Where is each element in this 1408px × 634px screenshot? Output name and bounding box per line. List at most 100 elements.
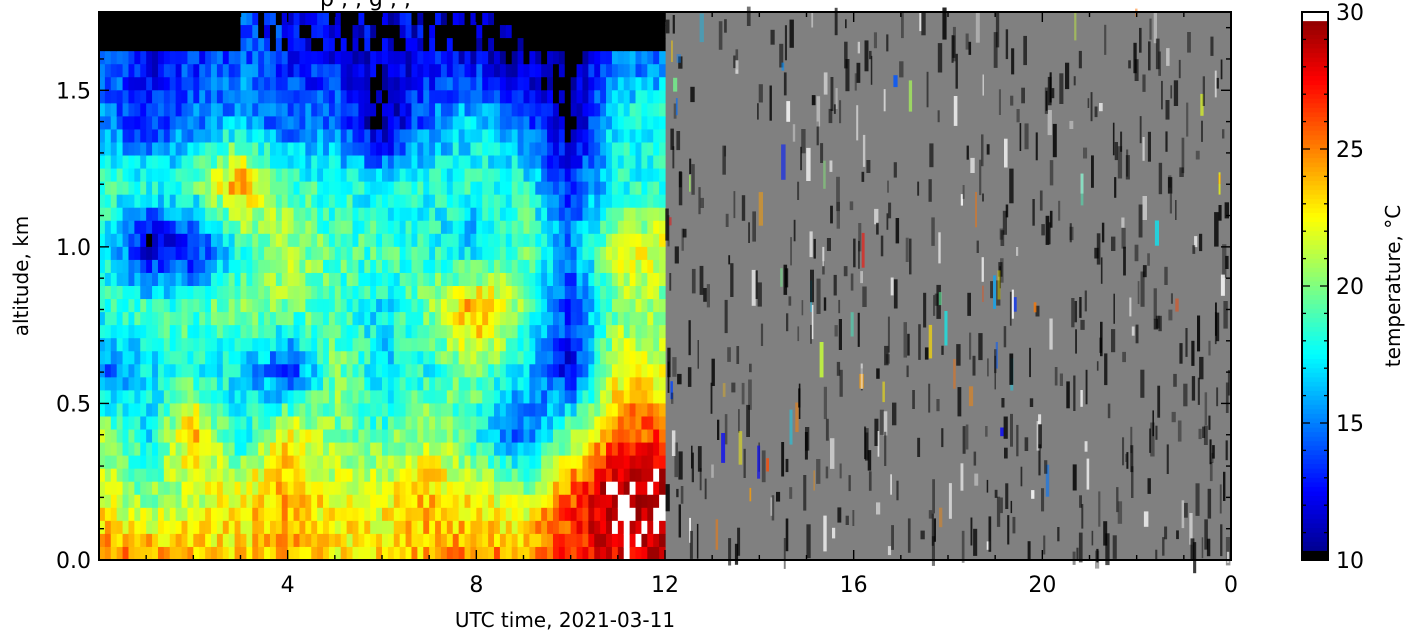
- heatmap-cell: [541, 494, 548, 509]
- heatmap-cell: [606, 77, 613, 91]
- heatmap-cell: [269, 51, 277, 65]
- heatmap-cell: [104, 181, 112, 196]
- heatmap-cell: [293, 416, 301, 431]
- heatmap-cell: [287, 12, 295, 26]
- heatmap-cell: [647, 51, 654, 65]
- heatmap-cell: [305, 390, 312, 405]
- heatmap-cell: [305, 468, 312, 483]
- heatmap-cell: [234, 546, 242, 561]
- heatmap-cell: [411, 116, 418, 131]
- heatmap-cell: [299, 181, 306, 196]
- noise-streak: [1080, 173, 1084, 194]
- heatmap-cell: [175, 364, 183, 378]
- heatmap-cell: [211, 168, 218, 183]
- heatmap-cell: [269, 520, 277, 535]
- heatmap-cell: [623, 481, 631, 496]
- heatmap-cell: [529, 64, 536, 78]
- heatmap-cell: [299, 377, 306, 391]
- heatmap-cell: [423, 103, 430, 117]
- heatmap-cell: [370, 364, 377, 378]
- heatmap-cell: [293, 377, 301, 391]
- heatmap-cell: [152, 416, 159, 431]
- heatmap-cell: [440, 259, 448, 274]
- heatmap-cell: [157, 416, 165, 431]
- heatmap-cell: [193, 207, 200, 222]
- heatmap-cell: [588, 12, 595, 26]
- heatmap-cell: [399, 142, 407, 157]
- heatmap-cell: [258, 325, 265, 339]
- heatmap-cell: [205, 220, 212, 235]
- heatmap-cell: [323, 533, 330, 548]
- heatmap-cell: [476, 12, 483, 26]
- heatmap-cell: [399, 181, 407, 196]
- noise-streak: [1123, 246, 1126, 276]
- heatmap-cell: [134, 51, 141, 65]
- heatmap-cell: [340, 429, 348, 444]
- heatmap-cell: [305, 455, 312, 470]
- heatmap-cell: [564, 325, 572, 339]
- heatmap-cell: [511, 103, 519, 117]
- heatmap-cell: [382, 520, 389, 535]
- heatmap-cell: [382, 233, 389, 248]
- noise-streak: [697, 340, 699, 369]
- heatmap-cell: [399, 403, 407, 418]
- noise-streak: [1004, 138, 1008, 168]
- heatmap-cell: [252, 155, 259, 170]
- heatmap-cell: [617, 494, 625, 509]
- heatmap-cell: [252, 103, 259, 117]
- colorbar-swatch: [1302, 57, 1328, 63]
- noise-streak: [862, 134, 866, 167]
- heatmap-cell: [181, 377, 189, 391]
- heatmap-cell: [128, 64, 135, 78]
- noise-streak: [993, 275, 996, 309]
- heatmap-cell: [523, 546, 530, 561]
- heatmap-cell: [440, 299, 448, 313]
- noise-streak: [724, 299, 728, 334]
- heatmap-cell: [169, 168, 177, 183]
- heatmap-cell: [529, 442, 536, 457]
- heatmap-cell: [476, 494, 483, 509]
- heatmap-cell: [446, 312, 454, 326]
- heatmap-cell: [258, 51, 265, 65]
- heatmap-cell: [653, 390, 660, 405]
- heatmap-cell: [299, 207, 306, 222]
- heatmap-cell: [122, 194, 130, 209]
- heatmap-cell: [564, 64, 572, 78]
- heatmap-cell: [340, 286, 348, 300]
- heatmap-cell: [169, 207, 177, 222]
- heatmap-cell: [281, 481, 289, 496]
- heatmap-cell: [258, 259, 265, 274]
- heatmap-cell: [199, 272, 206, 287]
- heatmap-cell: [305, 442, 312, 457]
- heatmap-cell: [187, 272, 194, 287]
- heatmap-cell: [564, 416, 572, 431]
- heatmap-cell: [281, 390, 289, 405]
- heatmap-cell: [653, 442, 660, 457]
- heatmap-cell: [623, 507, 631, 522]
- heatmap-cell: [281, 494, 289, 509]
- heatmap-cell: [216, 299, 224, 313]
- heatmap-cell: [205, 299, 212, 313]
- colorbar-swatch: [1302, 518, 1328, 525]
- heatmap-cell: [494, 194, 501, 209]
- heatmap-cell: [529, 520, 536, 535]
- heatmap-cell: [328, 246, 336, 261]
- heatmap-cell: [128, 129, 135, 144]
- heatmap-cell: [470, 351, 477, 365]
- heatmap-cell: [346, 38, 354, 52]
- heatmap-cell: [163, 90, 171, 104]
- noise-streak: [1208, 340, 1211, 356]
- heatmap-cell: [328, 520, 336, 535]
- noise-streak: [822, 261, 825, 275]
- heatmap-cell: [211, 325, 218, 339]
- noise-streak: [1080, 319, 1085, 330]
- heatmap-cell: [252, 325, 259, 339]
- heatmap-cell: [152, 429, 159, 444]
- heatmap-cell: [511, 364, 519, 378]
- heatmap-cell: [246, 194, 253, 209]
- colorbar-swatch: [1302, 299, 1328, 305]
- colorbar-swatch: [1302, 427, 1328, 433]
- heatmap-cell: [564, 272, 572, 287]
- heatmap-cell: [452, 377, 460, 391]
- heatmap-cell: [346, 77, 354, 91]
